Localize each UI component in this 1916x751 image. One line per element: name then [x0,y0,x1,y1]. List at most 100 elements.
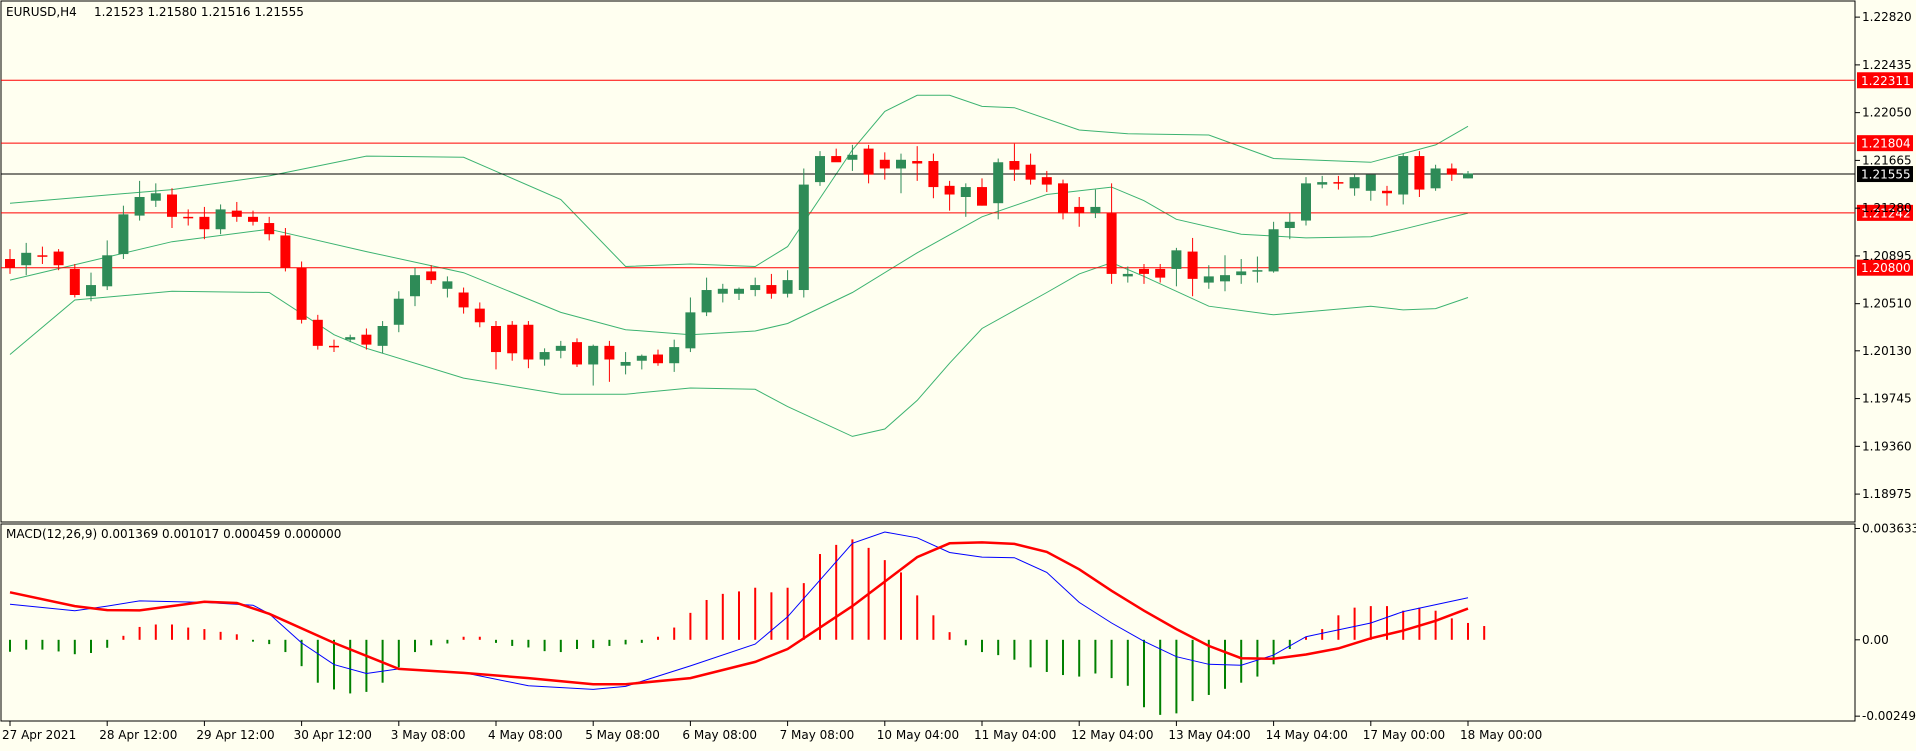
bull-candle-body [1203,276,1214,283]
bear-candle-body [977,187,987,206]
symbol-timeframe-label: EURUSD,H4 [6,5,77,19]
bull-candle-body [636,355,647,361]
ohlc-readout: 1.21523 1.21580 1.21516 1.21555 [94,5,304,19]
bull-candle-body [701,290,712,313]
price-axis: 1.22311 1.21804 1.21555 1.21242 1.20800 1.228… [1855,10,1913,501]
price-tick-label: 1.22050 [1862,106,1912,120]
time-tick-label: 18 May 00:00 [1460,728,1542,742]
bear-candle-body [264,223,275,235]
bear-candle-body [1139,268,1149,274]
bear-candle-body [1106,213,1117,274]
time-tick-label: 6 May 08:00 [682,728,757,742]
horizontal-levels [1,79,1855,269]
bear-candle-body [1333,182,1344,184]
bear-candle-body [1074,206,1085,214]
bear-candle-body [1009,161,1020,170]
level-tag-support [1857,259,1913,276]
bull-candle-body [896,159,906,169]
bear-candle-body [5,259,15,268]
bull-candle-body [442,281,453,289]
bull-candle-body [1236,271,1247,276]
bull-candle-body [1349,177,1360,189]
level-tag-label: 1.21242 [1861,206,1911,220]
bear-candle-body [69,268,80,295]
bear-candle-body [1025,164,1036,180]
candlesticks [5,143,1473,386]
bull-candle-body [1365,174,1376,191]
bear-candle-body [1155,268,1166,278]
bear-candle-body [1382,190,1392,194]
level-tag-label: 1.22311 [1861,74,1911,88]
bull-candle-body [150,193,161,201]
price-tick-label: 1.19745 [1862,392,1912,406]
price-tick-label: 1.20510 [1862,297,1912,311]
bull-candle-body [620,361,631,366]
macd-signal-line [9,541,1469,686]
bear-candle-body [572,342,582,365]
bull-candle-body [993,162,1004,204]
bear-candle-body [167,194,177,217]
bull-candle-body [1122,273,1133,277]
level-tag-current [1857,166,1913,183]
macd-pane-frame [0,523,1856,722]
bear-candle-body [863,148,874,175]
price-tick-label: 1.22435 [1862,58,1912,72]
bull-candle-body [215,209,226,230]
price-pane[interactable]: EURUSD,H4 1.21523 1.21580 1.21516 1.2155… [0,0,1856,523]
bear-candle-body [426,271,437,281]
bull-candle-body [1268,229,1279,272]
bull-candle-body [555,345,566,351]
bull-candle-body [1430,168,1441,189]
bull-candle-body [86,285,96,297]
bear-candle-body [831,156,842,163]
bear-candle-body [183,216,194,219]
macd-lines [9,531,1469,690]
time-tick-label: 17 May 00:00 [1363,728,1445,742]
bear-candle-body [248,216,258,222]
price-pane-frame [0,0,1856,523]
time-tick-label: 27 Apr 2021 [2,728,76,742]
bear-candle-body [507,324,518,354]
bear-candle-body [458,292,469,308]
bear-candle-body [879,159,890,169]
bull-candle-body [393,298,404,325]
bollinger-lower-line [9,262,1469,437]
time-tick-label: 3 May 08:00 [391,728,466,742]
bull-candle-body [1284,221,1295,229]
time-tick-label: 11 May 04:00 [974,728,1056,742]
level-tag-support [1857,204,1913,221]
bear-candle-body [653,354,663,364]
bull-candle-body [815,156,825,183]
bear-candle-body [280,235,291,268]
price-tick-label: 1.21665 [1862,153,1912,167]
bear-candle-body [53,251,64,266]
bull-candle-body [782,280,793,294]
bull-candle-body [1220,275,1230,282]
time-tick-label: 14 May 04:00 [1266,728,1348,742]
bull-candle-body [734,288,744,294]
bollinger-middle-line [9,186,1469,336]
level-tag-label: 1.21555 [1861,168,1911,182]
price-tick-label: 1.20130 [1862,344,1912,358]
bull-candle-body [410,275,420,297]
macd-indicator-label: MACD(12,26,9) 0.001369 0.001017 0.000459… [6,527,341,541]
bear-candle-body [296,267,307,320]
bear-candle-body [944,185,955,195]
bull-candle-body [1398,156,1409,195]
bull-candle-body [1252,270,1263,272]
bollinger-upper-line [9,94,1469,268]
bull-candle-body [1171,250,1182,269]
macd-pane[interactable]: MACD(12,26,9) 0.001369 0.001017 0.000459… [0,523,1856,722]
level-tag-resistance [1857,135,1913,152]
bear-candle-body [1446,168,1457,175]
bear-candle-body [329,345,339,348]
bull-candle-body [102,255,113,287]
time-tick-label: 12 May 04:00 [1071,728,1153,742]
bull-candle-body [539,352,550,360]
bear-candle-body [1414,156,1425,190]
bear-candle-body [199,216,210,230]
